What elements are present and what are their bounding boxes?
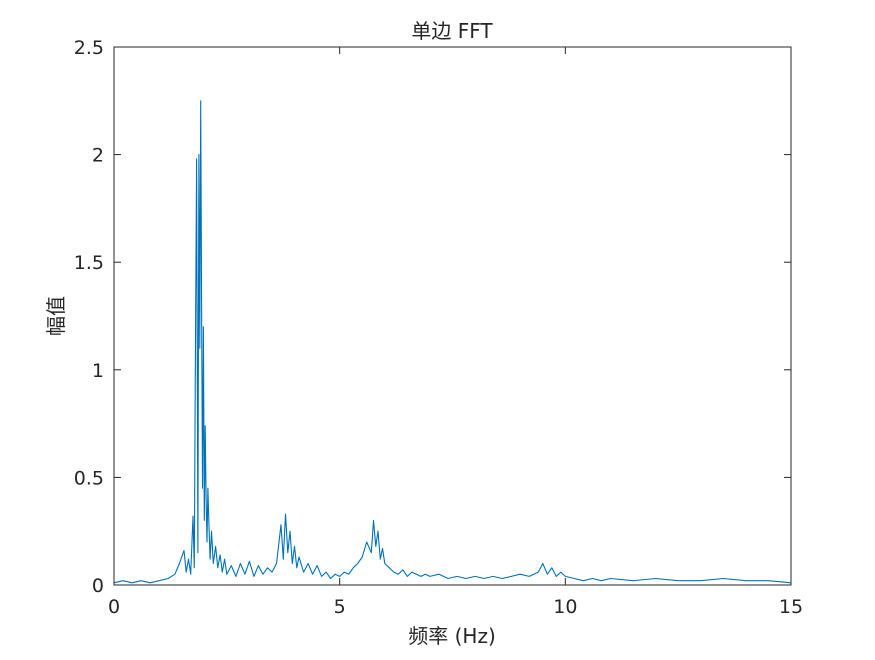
y-axis-label: 幅值 — [44, 296, 68, 336]
x-tick-label: 5 — [334, 596, 346, 618]
y-tick-label: 2.5 — [74, 37, 104, 59]
x-tick-label: 0 — [108, 596, 120, 618]
y-tick-label: 0.5 — [74, 467, 104, 489]
data-layer — [113, 100, 792, 584]
x-tick-label: 10 — [553, 596, 577, 618]
plot-area — [114, 47, 791, 585]
y-tick-label: 1 — [92, 360, 104, 382]
chart-title: 单边 FFT — [411, 19, 493, 43]
y-tick-label: 1.5 — [74, 252, 104, 274]
y-tick-label: 0 — [92, 575, 104, 597]
y-tick-label: 2 — [92, 145, 104, 167]
axes-box — [113, 46, 792, 586]
x-tick-label: 15 — [779, 596, 803, 618]
x-axis-label: 频率 (Hz) — [408, 624, 496, 648]
fft-series-line — [113, 100, 792, 584]
tick-layer: 0 5 10 15 0 0.5 1 1.5 2 2.5 — [74, 37, 803, 618]
